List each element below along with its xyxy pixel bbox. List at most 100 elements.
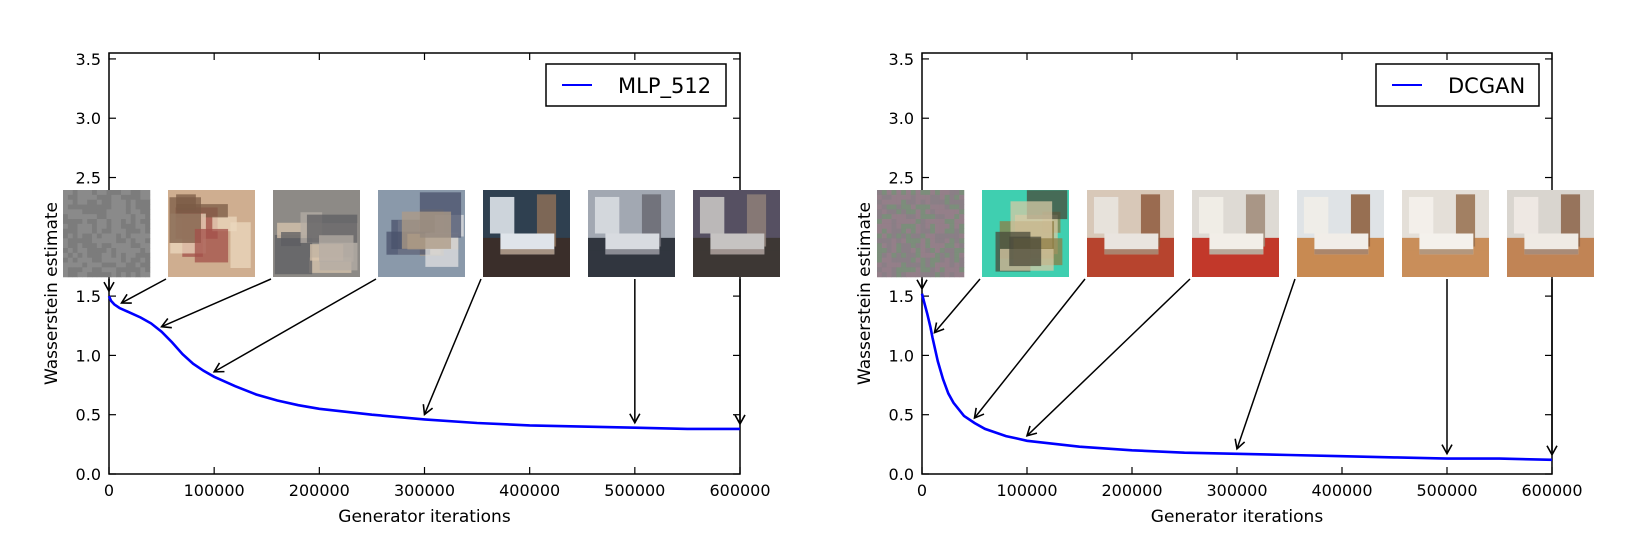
noise-cell <box>72 238 78 244</box>
noise-cell <box>82 209 88 215</box>
noise-cell <box>944 199 950 205</box>
noise-cell <box>954 194 960 200</box>
noise-cell <box>92 238 98 244</box>
noise-cell <box>87 248 93 254</box>
noise-cell <box>896 199 902 205</box>
noise-cell <box>121 272 127 278</box>
noise-cell <box>901 238 907 244</box>
noise-cell <box>915 228 921 234</box>
noise-cell <box>116 233 122 239</box>
noise-cell <box>63 223 69 229</box>
noise-cell <box>116 252 122 258</box>
noise-cell <box>106 204 112 210</box>
noise-cell <box>935 262 941 268</box>
noise-cell <box>77 214 83 220</box>
noise-cell <box>915 190 921 196</box>
noise-cell <box>125 262 131 268</box>
noise-cell <box>145 194 151 200</box>
noise-cell <box>77 238 83 244</box>
noise-cell <box>877 252 883 258</box>
noise-cell <box>906 190 912 196</box>
noise-cell <box>935 272 941 278</box>
noise-cell <box>130 214 136 220</box>
noise-cell <box>101 209 107 215</box>
noise-cell <box>121 194 127 200</box>
noise-cell <box>910 272 916 278</box>
noise-cell <box>63 214 69 220</box>
noise-cell <box>939 199 945 205</box>
noise-cell <box>935 252 941 258</box>
noise-cell <box>930 194 936 200</box>
noise-cell <box>121 252 127 258</box>
sample-thumbnail <box>1507 190 1594 277</box>
noise-cell <box>63 209 69 215</box>
noise-cell <box>935 267 941 273</box>
noise-cell <box>87 223 93 229</box>
noise-cell <box>896 248 902 254</box>
window <box>1513 196 1539 234</box>
x-tick-label: 100000 <box>184 481 245 500</box>
noise-cell <box>901 219 907 225</box>
annotation-arrow <box>1234 278 1296 451</box>
xticks-left: 0 100000 200000 300000 400000 500000 600000 <box>104 53 771 500</box>
arrows-left <box>103 278 746 426</box>
noise-cell <box>82 257 88 263</box>
noise-cell <box>935 194 941 200</box>
annotation-arrow <box>212 278 377 373</box>
noise-cell <box>106 199 112 205</box>
noise-cell <box>901 199 907 205</box>
noise-cell <box>67 267 73 273</box>
noise-cell <box>135 233 141 239</box>
noise-cell <box>906 209 912 215</box>
paint-blob <box>194 228 229 263</box>
noise-cell <box>949 228 955 234</box>
noise-cell <box>906 219 912 225</box>
noise-cell <box>939 194 945 200</box>
noise-cell <box>935 214 941 220</box>
noise-cell <box>72 262 78 268</box>
noise-cell <box>140 233 146 239</box>
noise-cell <box>82 262 88 268</box>
noise-cell <box>140 238 146 244</box>
noise-cell <box>106 272 112 278</box>
noise-cell <box>925 267 931 273</box>
noise-cell <box>920 194 926 200</box>
noise-cell <box>944 248 950 254</box>
noise-cell <box>925 252 931 258</box>
noise-cell <box>101 223 107 229</box>
noise-cell <box>125 248 131 254</box>
noise-cell <box>63 272 69 278</box>
noise-cell <box>930 238 936 244</box>
noise-cell <box>101 243 107 249</box>
noise-cell <box>106 233 112 239</box>
noise-cell <box>67 223 73 229</box>
floor <box>693 250 780 277</box>
window <box>594 196 620 234</box>
noise-cell <box>881 243 887 249</box>
noise-cell <box>949 257 955 263</box>
noise-cell <box>954 248 960 254</box>
noise-cell <box>939 209 945 215</box>
noise-cell <box>881 228 887 234</box>
noise-cell <box>891 233 897 239</box>
noise-cell <box>959 209 965 215</box>
noise-cell <box>96 219 102 225</box>
noise-cell <box>877 219 883 225</box>
noise-cell <box>72 204 78 210</box>
xticks-right: 0 100000 200000 300000 400000 500000 600000 <box>917 53 1583 500</box>
noise-cell <box>925 243 931 249</box>
window <box>1093 196 1119 234</box>
noise-cell <box>82 248 88 254</box>
noise-cell <box>901 252 907 258</box>
noise-cell <box>92 267 98 273</box>
noise-cell <box>63 219 69 225</box>
noise-cell <box>920 248 926 254</box>
noise-cell <box>906 252 912 258</box>
noise-cell <box>82 238 88 244</box>
noise-cell <box>901 248 907 254</box>
noise-cell <box>891 190 897 196</box>
series-line <box>107 295 740 431</box>
noise-cell <box>891 252 897 258</box>
y-tick-label: 0.5 <box>889 406 914 425</box>
noise-cell <box>910 233 916 239</box>
